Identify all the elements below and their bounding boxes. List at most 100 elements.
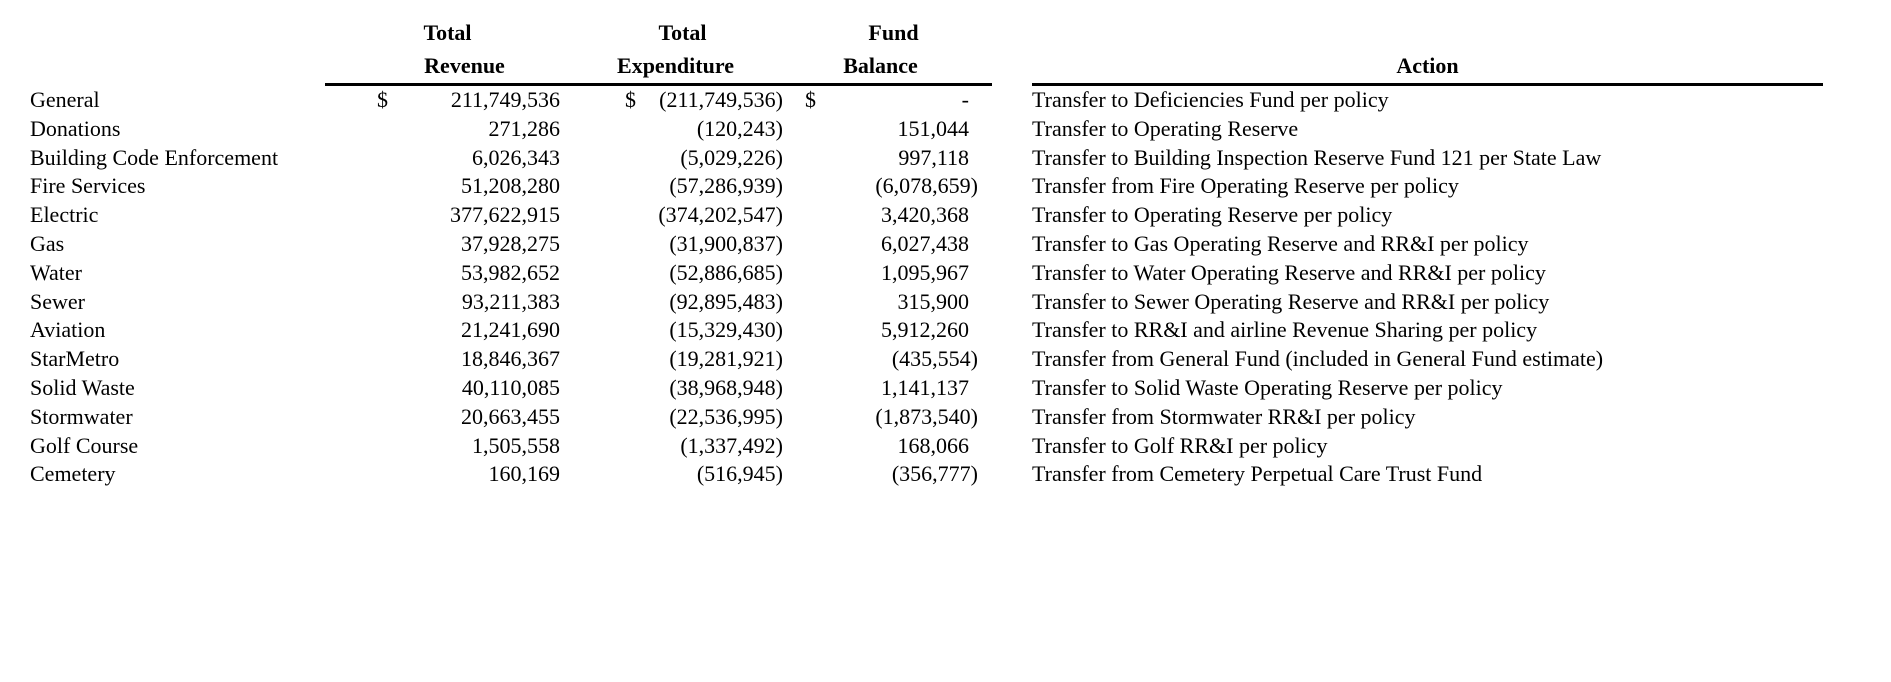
total-expenditure-cell: $ (211,749,536) <box>570 86 795 115</box>
fund-balance-cell: 3,420,368 <box>795 201 992 230</box>
total-revenue-value: 53,982,652 <box>461 259 560 285</box>
action-text: Transfer to Gas Operating Reserve and RR… <box>1032 230 1529 256</box>
fund-name: Building Code Enforcement <box>30 144 279 170</box>
total-revenue-value: 6,026,343 <box>472 144 560 170</box>
total-expenditure-cell: (516,945) <box>570 460 795 489</box>
action-text: Transfer from General Fund (included in … <box>1032 346 1604 372</box>
fund-balance-value: 3,420,368 <box>881 202 969 228</box>
total-revenue-value: 21,241,690 <box>461 317 560 343</box>
total-revenue-cell: 377,622,915 <box>325 201 570 230</box>
column-gap <box>992 345 1032 374</box>
currency-symbol: $ <box>625 87 636 112</box>
total-revenue-cell: 6,026,343 <box>325 144 570 173</box>
total-expenditure-value: (92,895,483) <box>669 288 783 314</box>
column-gap <box>992 172 1032 201</box>
fund-balance-value: 315,900 <box>897 288 970 314</box>
column-gap <box>992 230 1032 259</box>
header-gap2 <box>992 48 1032 86</box>
total-expenditure-value: (374,202,547) <box>658 202 783 228</box>
total-expenditure-value: (52,886,685) <box>669 259 783 285</box>
column-gap <box>992 259 1032 288</box>
action-text: Transfer to Deficiencies Fund per policy <box>1032 87 1389 112</box>
fund-name: StarMetro <box>30 346 120 372</box>
fund-balance-value: (435,554) <box>891 346 978 372</box>
fund-name: Cemetery <box>30 461 116 487</box>
total-expenditure-value: (38,968,948) <box>669 374 783 400</box>
action-text: Transfer to Solid Waste Operating Reserv… <box>1032 374 1503 400</box>
col-header-fund-balance-line1: Fund <box>868 20 919 45</box>
fund-balance-value: 151,044 <box>897 115 970 141</box>
total-revenue-cell: 20,663,455 <box>325 403 570 432</box>
total-expenditure-value: (19,281,921) <box>669 346 783 372</box>
fund-name: Aviation <box>30 317 106 343</box>
fund-balance-cell: $ - <box>795 86 992 115</box>
total-expenditure-cell: (120,243) <box>570 115 795 144</box>
total-expenditure-value: (15,329,430) <box>669 317 783 343</box>
total-expenditure-cell: (92,895,483) <box>570 288 795 317</box>
col-header-total-expenditure-line1: Total <box>658 20 707 45</box>
fund-name: Solid Waste <box>30 374 135 400</box>
col-header-fund-name-spacer2 <box>30 48 325 86</box>
total-revenue-value: 20,663,455 <box>461 403 560 429</box>
total-expenditure-value: (57,286,939) <box>669 173 783 199</box>
fund-name: Donations <box>30 115 121 141</box>
total-revenue-cell: $ 211,749,536 <box>325 86 570 115</box>
fund-balance-value: 997,118 <box>898 144 969 170</box>
total-revenue-value: 211,749,536 <box>450 87 560 112</box>
total-expenditure-cell: (38,968,948) <box>570 374 795 403</box>
action-text: Transfer to Golf RR&I per policy <box>1032 432 1328 458</box>
column-gap <box>992 316 1032 345</box>
column-gap <box>992 403 1032 432</box>
fund-balance-cell: 5,912,260 <box>795 316 992 345</box>
fund-balance-cell: 6,027,438 <box>795 230 992 259</box>
fund-balance-value: (356,777) <box>891 461 978 487</box>
fund-balance-cell: (1,873,540) <box>795 403 992 432</box>
col-header-action: Action <box>1032 48 1823 86</box>
fund-name: Water <box>30 259 82 285</box>
total-expenditure-value: (211,749,536) <box>659 87 783 112</box>
total-revenue-value: 18,846,367 <box>461 346 560 372</box>
column-gap <box>992 144 1032 173</box>
total-revenue-value: 37,928,275 <box>461 230 560 256</box>
total-expenditure-cell: (57,286,939) <box>570 172 795 201</box>
total-revenue-cell: 160,169 <box>325 460 570 489</box>
action-text: Transfer from Cemetery Perpetual Care Tr… <box>1032 461 1483 487</box>
fund-balance-value: 1,141,137 <box>881 374 969 400</box>
fund-name: Stormwater <box>30 403 133 429</box>
column-gap <box>992 201 1032 230</box>
total-revenue-cell: 53,982,652 <box>325 259 570 288</box>
column-gap <box>992 115 1032 144</box>
total-revenue-cell: 271,286 <box>325 115 570 144</box>
total-revenue-value: 93,211,383 <box>461 288 560 314</box>
col-header-total-revenue-line2: Revenue <box>325 48 570 86</box>
fund-name: Fire Services <box>30 173 146 199</box>
column-gap <box>992 374 1032 403</box>
total-expenditure-value: (31,900,837) <box>669 230 783 256</box>
total-revenue-cell: 93,211,383 <box>325 288 570 317</box>
fund-name: Gas <box>30 230 65 256</box>
fund-balance-value: 168,066 <box>897 432 970 458</box>
total-revenue-cell: 18,846,367 <box>325 345 570 374</box>
action-text: Transfer to RR&I and airline Revenue Sha… <box>1032 317 1538 343</box>
currency-symbol: $ <box>377 87 388 112</box>
total-revenue-cell: 37,928,275 <box>325 230 570 259</box>
fund-balance-cell: 315,900 <box>795 288 992 317</box>
action-text: Transfer from Stormwater RR&I per policy <box>1032 403 1416 429</box>
fund-name: Electric <box>30 202 99 228</box>
total-revenue-value: 377,622,915 <box>450 202 560 228</box>
action-text: Transfer to Operating Reserve <box>1032 115 1299 141</box>
column-gap <box>992 432 1032 461</box>
action-text: Transfer from Fire Operating Reserve per… <box>1032 173 1459 199</box>
total-revenue-value: 160,169 <box>488 461 561 487</box>
fund-balance-cell: (435,554) <box>795 345 992 374</box>
fund-balance-value: (1,873,540) <box>875 403 978 429</box>
total-expenditure-cell: (31,900,837) <box>570 230 795 259</box>
fund-balance-cell: 168,066 <box>795 432 992 461</box>
total-expenditure-value: (22,536,995) <box>669 403 783 429</box>
fund-balance-cell: 1,095,967 <box>795 259 992 288</box>
fund-name: General <box>30 87 100 112</box>
column-gap <box>992 460 1032 489</box>
fund-balance-value: 5,912,260 <box>881 317 969 343</box>
fund-balance-value: 6,027,438 <box>881 230 969 256</box>
